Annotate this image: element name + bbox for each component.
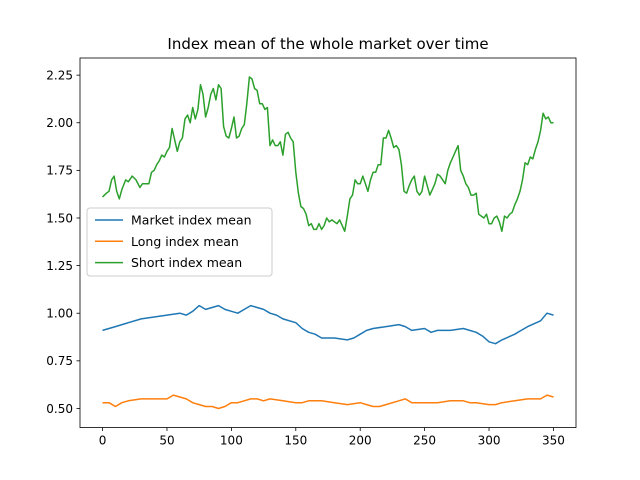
x-tick-label: 100 [220,434,243,448]
axes-frame [79,57,577,428]
x-tick-label: 150 [284,434,307,448]
x-tick-label: 200 [349,434,372,448]
x-tick-label: 250 [413,434,436,448]
y-tick-label: 0.75 [46,354,73,368]
y-tick-label: 1.75 [46,164,73,178]
legend-label-3: Short index mean [131,255,242,270]
y-tick-label: 1.00 [46,307,73,321]
y-tick-label: 0.50 [46,402,73,416]
x-tick-label: 50 [159,434,174,448]
series-line-2 [102,394,554,410]
series-line-1 [102,304,554,345]
x-tick-label: 350 [542,434,565,448]
series-line-3 [101,76,554,233]
x-tick-label: 0 [99,434,107,448]
x-tick-label: 300 [478,434,501,448]
y-tick-label: 2.25 [46,68,73,82]
plot-area [101,76,554,410]
y-tick-label: 2.00 [46,116,73,130]
legend-label-1: Market index mean [131,213,252,228]
y-tick-label: 1.50 [46,211,73,225]
axis-ticks: 0 50 100 150 200 250 300 350 0.50 0.75 1.00 1.25 1.5… [46,68,565,447]
chart-title: Index mean of the whole market over time [167,35,488,53]
legend-label-2: Long index mean [131,234,239,249]
legend-box [86,207,273,277]
legend: Market index mean Long index mean Short in… [86,207,273,277]
y-tick-label: 1.25 [46,259,73,273]
